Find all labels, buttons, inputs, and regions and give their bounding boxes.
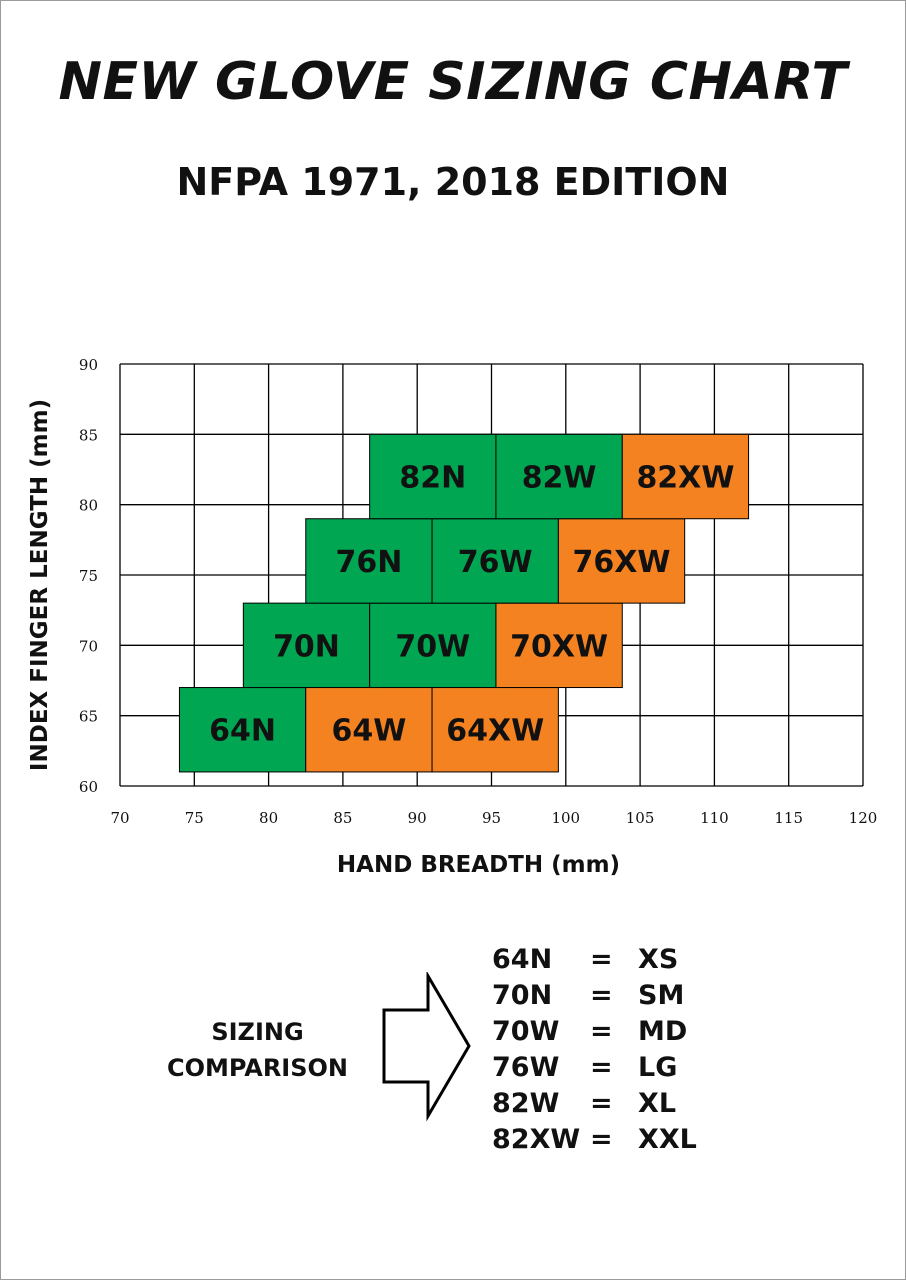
- x-tick-label: 95: [482, 809, 501, 827]
- x-tick-label: 105: [626, 809, 655, 827]
- comparison-code: 76W: [492, 1052, 560, 1083]
- x-tick-label: 115: [774, 809, 803, 827]
- comparison-row: 70N = SM: [492, 978, 752, 1014]
- x-tick-label: 90: [408, 809, 427, 827]
- sizing-comparison-list: 64N = XS 70N = SM 70W = MD 76W = LG 82W = XL 82XW = XXL: [492, 942, 752, 1158]
- comparison-size: SM: [638, 980, 685, 1011]
- x-axis-title: HAND BREADTH (mm): [337, 852, 620, 878]
- size-cell-label: 76XW: [573, 545, 671, 580]
- sizing-comparison-line1: SIZING: [211, 1018, 304, 1046]
- x-tick-label: 120: [849, 809, 878, 827]
- comparison-code: 64N: [492, 944, 553, 975]
- comparison-size: XS: [638, 944, 679, 975]
- y-tick-label: 85: [79, 426, 98, 444]
- size-cell: [305, 518, 433, 604]
- size-cell: [178, 687, 307, 773]
- size-cell-label: 76N: [335, 545, 402, 580]
- comparison-code: 82XW: [492, 1124, 581, 1155]
- size-cell-label: 64W: [331, 714, 406, 749]
- size-cell: [369, 433, 497, 520]
- sizing-chart: 64N 64W 64XW 70N 70W 70XW 76N 76W 76XW 82N 82W 82XW…: [27, 356, 878, 878]
- x-tick-label: 85: [333, 809, 352, 827]
- comparison-code: 70N: [492, 980, 553, 1011]
- size-cell: [369, 602, 497, 689]
- size-cell-label: 82W: [522, 461, 597, 496]
- size-cell-label: 82N: [399, 461, 466, 496]
- x-tick-label: 100: [551, 809, 580, 827]
- sizing-comparison-label: SIZING COMPARISON: [150, 1014, 365, 1086]
- comparison-equals: =: [590, 1088, 613, 1119]
- size-cell: [621, 433, 750, 520]
- comparison-row: 64N = XS: [492, 942, 752, 978]
- comparison-size: MD: [638, 1016, 688, 1047]
- comparison-size: XXL: [638, 1124, 697, 1155]
- y-tick-label: 80: [79, 497, 98, 515]
- y-tick-label: 90: [79, 356, 98, 374]
- y-tick-label: 65: [79, 708, 98, 726]
- size-cell: [495, 602, 623, 689]
- comparison-code: 82W: [492, 1088, 560, 1119]
- size-cell-label: 70XW: [510, 629, 608, 664]
- comparison-code: 70W: [492, 1016, 560, 1047]
- y-tick-label: 75: [79, 567, 98, 585]
- size-cell-label: 82XW: [636, 461, 734, 496]
- comparison-equals: =: [590, 1124, 613, 1155]
- size-cell: [431, 687, 559, 773]
- y-axis-title: INDEX FINGER LENGTH (mm): [27, 399, 53, 771]
- chart-title: NEW GLOVE SIZING CHART: [58, 52, 848, 112]
- comparison-equals: =: [590, 1016, 613, 1047]
- chart-subtitle: NFPA 1971, 2018 EDITION: [176, 160, 730, 204]
- comparison-row: 76W = LG: [492, 1050, 752, 1086]
- size-cell: [557, 518, 686, 604]
- comparison-equals: =: [590, 980, 613, 1011]
- comparison-equals: =: [590, 944, 613, 975]
- comparison-row: 82XW = XXL: [492, 1122, 752, 1158]
- size-cell-label: 70W: [395, 629, 470, 664]
- comparison-equals: =: [590, 1052, 613, 1083]
- size-cell-label: 76W: [458, 545, 533, 580]
- comparison-size: XL: [638, 1088, 677, 1119]
- y-tick-label: 60: [79, 778, 98, 796]
- x-tick-label: 80: [259, 809, 278, 827]
- size-cell: [495, 433, 623, 520]
- comparison-size: LG: [638, 1052, 678, 1083]
- size-cell-label: 70N: [273, 629, 340, 664]
- comparison-row: 82W = XL: [492, 1086, 752, 1122]
- sizing-comparison-line2: COMPARISON: [166, 1054, 349, 1082]
- right-arrow-icon: [382, 972, 471, 1122]
- x-tick-label: 70: [110, 809, 129, 827]
- comparison-row: 70W = MD: [492, 1014, 752, 1050]
- y-tick-label: 70: [79, 637, 98, 655]
- size-cell-label: 64N: [209, 714, 276, 749]
- x-tick-label: 110: [700, 809, 729, 827]
- x-tick-label: 75: [185, 809, 204, 827]
- size-cell-label: 64XW: [446, 714, 544, 749]
